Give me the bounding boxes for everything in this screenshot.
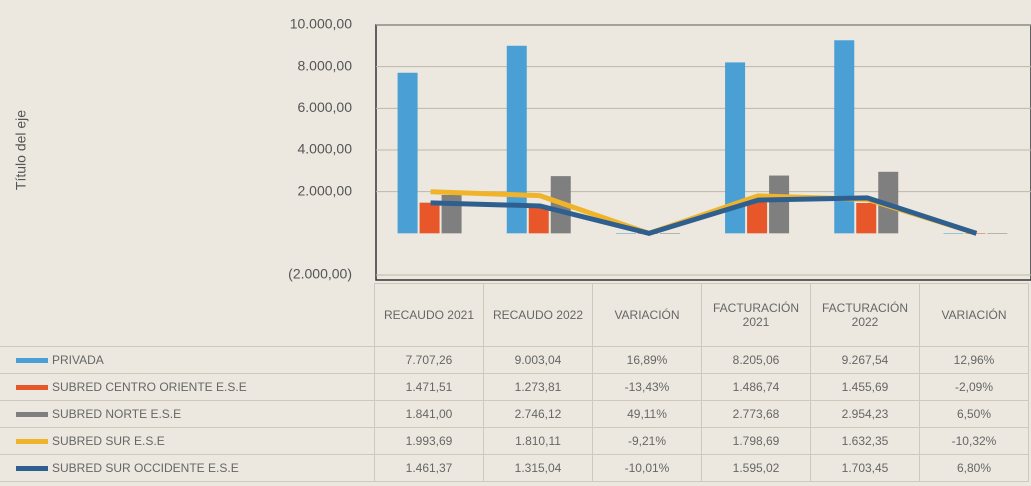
legend-key xyxy=(16,439,48,445)
value-cell: 2.746,12 xyxy=(483,400,593,428)
category-header: VARIACIÓN xyxy=(919,283,1029,347)
category-header: FACTURACIÓN 2021 xyxy=(701,283,811,347)
value-cell: 1.471,51 xyxy=(374,373,484,401)
series-cell: PRIVADA xyxy=(0,346,375,374)
series-cell: SUBRED CENTRO ORIENTE E.S.E xyxy=(0,373,375,401)
legend-label: SUBRED SUR OCCIDENTE E.S.E xyxy=(52,461,239,475)
value-cell: 2.773,68 xyxy=(701,400,811,428)
bar xyxy=(856,203,877,234)
value-cell: -10,32% xyxy=(919,427,1029,455)
data-table: RECAUDO 2021 RECAUDO 2022 VARIACIÓN FACTURA… xyxy=(0,283,1029,482)
y-tick-label: 4.000,00 xyxy=(298,141,353,157)
table-row: SUBRED CENTRO ORIENTE E.S.E 1.471,51 1.273… xyxy=(0,373,1029,401)
value-cell: 2.954,23 xyxy=(810,400,920,428)
bar xyxy=(419,202,440,234)
value-cell: 9.267,54 xyxy=(810,346,920,374)
value-cell: 1.273,81 xyxy=(483,373,593,401)
legend-label: SUBRED NORTE E.S.E xyxy=(52,407,182,421)
y-tick-label: 10.000,00 xyxy=(290,16,352,32)
value-cell: 1.486,74 xyxy=(701,373,811,401)
y-tick-label: 8.000,00 xyxy=(298,57,353,73)
legend-key xyxy=(16,466,48,472)
corner-cell xyxy=(0,283,375,347)
table-row: SUBRED SUR E.S.E 1.993,69 1.810,11 -9,21% 1.… xyxy=(0,427,1029,455)
category-header: VARIACIÓN xyxy=(592,283,702,347)
bar xyxy=(747,202,768,234)
y-tick-label: (2.000,00) xyxy=(288,266,352,282)
value-cell: 1.703,45 xyxy=(810,454,920,482)
chart: Título del eje (2.000,00) 2.000,00 4.000,0… xyxy=(13,16,1031,282)
value-cell: 6,80% xyxy=(919,454,1029,482)
category-header: RECAUDO 2021 xyxy=(374,283,484,347)
series-cell: SUBRED SUR E.S.E xyxy=(0,427,375,455)
table-row: PRIVADA 7.707,26 9.003,04 16,89% 8.205,06 9.2… xyxy=(0,346,1029,374)
bar xyxy=(506,45,527,234)
value-cell: 1.810,11 xyxy=(483,427,593,455)
category-header: FACTURACIÓN 2022 xyxy=(810,283,920,347)
bar xyxy=(397,72,418,234)
value-cell: 1.798,69 xyxy=(701,427,811,455)
value-cell: -9,21% xyxy=(592,427,702,455)
bar xyxy=(528,206,549,234)
bar xyxy=(615,233,636,234)
value-cell: 1.993,69 xyxy=(374,427,484,455)
value-cell: 1.455,69 xyxy=(810,373,920,401)
value-cell: 49,11% xyxy=(592,400,702,428)
value-cell: 1.461,37 xyxy=(374,454,484,482)
table-row: SUBRED SUR OCCIDENTE E.S.E 1.461,37 1.315,… xyxy=(0,454,1029,482)
value-cell: -2,09% xyxy=(919,373,1029,401)
legend-key xyxy=(16,412,48,418)
bar xyxy=(725,62,746,234)
legend-key xyxy=(16,358,48,364)
series-cell: SUBRED NORTE E.S.E xyxy=(0,400,375,428)
value-cell: 12,96% xyxy=(919,346,1029,374)
bar xyxy=(987,233,1008,234)
value-cell: 7.707,26 xyxy=(374,346,484,374)
y-tick-label: 6.000,00 xyxy=(298,99,353,115)
plot-area xyxy=(375,24,1031,281)
legend-key xyxy=(16,385,48,391)
value-cell: 1.632,35 xyxy=(810,427,920,455)
value-cell: 6,50% xyxy=(919,400,1029,428)
value-cell: -10,01% xyxy=(592,454,702,482)
y-axis-title: Título del eje xyxy=(13,110,29,190)
table-header-row: RECAUDO 2021 RECAUDO 2022 VARIACIÓN FACTURA… xyxy=(0,283,1029,347)
legend-label: SUBRED SUR E.S.E xyxy=(52,434,165,448)
category-header: RECAUDO 2022 xyxy=(483,283,593,347)
value-cell: 9.003,04 xyxy=(483,346,593,374)
series-cell: SUBRED SUR OCCIDENTE E.S.E xyxy=(0,454,375,482)
value-cell: 16,89% xyxy=(592,346,702,374)
bar xyxy=(834,40,855,234)
bar xyxy=(769,175,790,234)
table-row: SUBRED NORTE E.S.E 1.841,00 2.746,12 49,11%… xyxy=(0,400,1029,428)
value-cell: -13,43% xyxy=(592,373,702,401)
legend-label: PRIVADA xyxy=(52,353,104,367)
value-cell: 8.205,06 xyxy=(701,346,811,374)
bar xyxy=(659,233,680,234)
value-cell: 1.315,04 xyxy=(483,454,593,482)
bar xyxy=(943,233,964,234)
value-cell: 1.595,02 xyxy=(701,454,811,482)
value-cell: 1.841,00 xyxy=(374,400,484,428)
y-tick-label: 2.000,00 xyxy=(298,182,353,198)
bar xyxy=(441,194,462,234)
legend-label: SUBRED CENTRO ORIENTE E.S.E xyxy=(52,380,247,394)
line xyxy=(430,195,978,236)
